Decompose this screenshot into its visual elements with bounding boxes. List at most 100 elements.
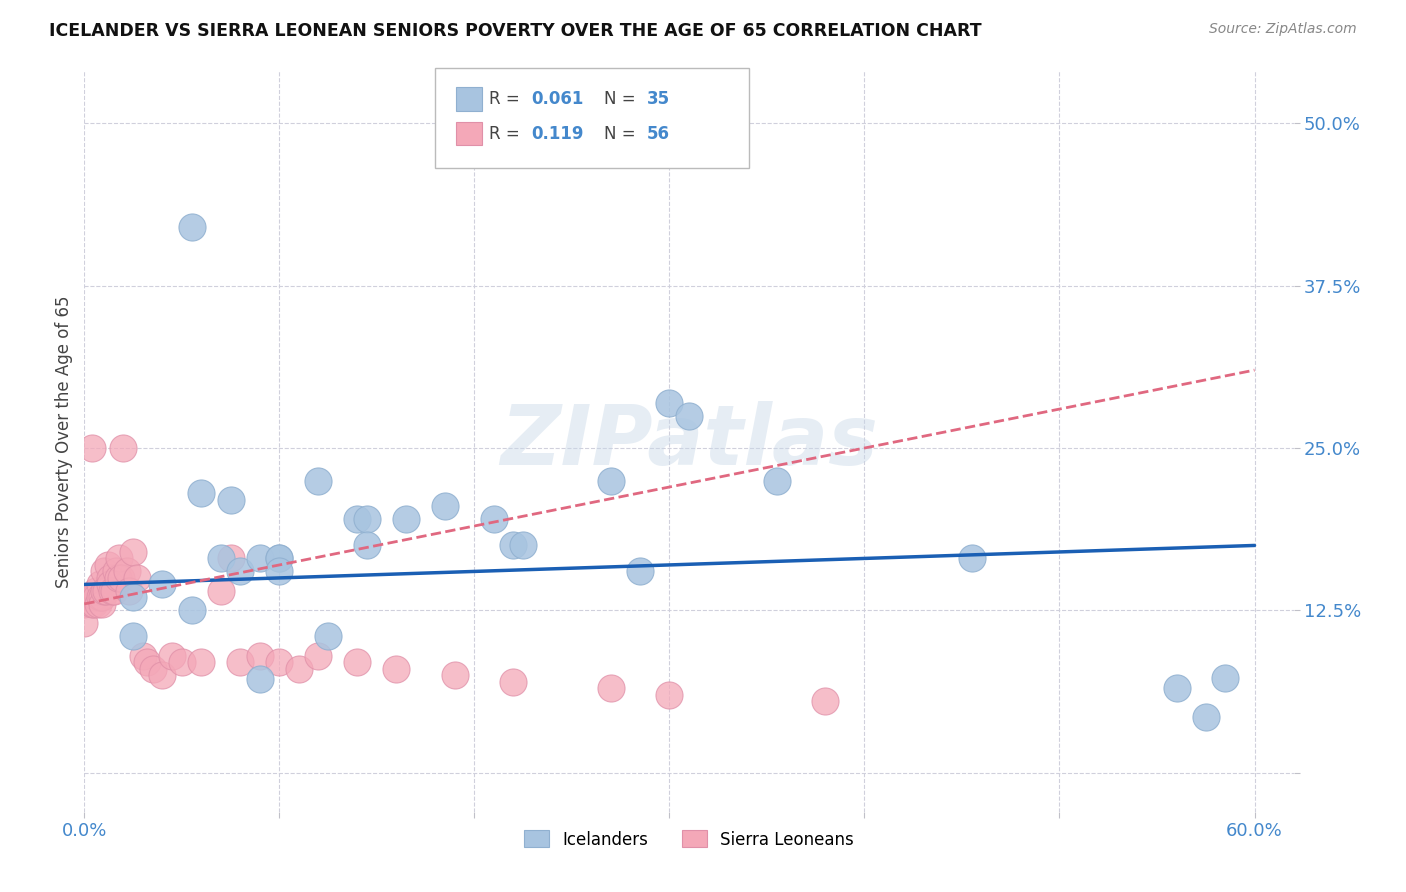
Point xyxy=(960,551,983,566)
Point xyxy=(385,662,408,676)
Point xyxy=(90,597,112,611)
Point xyxy=(229,565,252,579)
Text: N =: N = xyxy=(605,90,641,108)
Point xyxy=(125,571,148,585)
Point xyxy=(142,662,165,676)
Point xyxy=(249,672,271,686)
Point xyxy=(160,648,183,663)
Point xyxy=(107,571,129,585)
Text: 0.061: 0.061 xyxy=(531,90,583,108)
Text: R =: R = xyxy=(489,90,526,108)
Point xyxy=(249,648,271,663)
Point xyxy=(100,583,122,598)
FancyBboxPatch shape xyxy=(456,87,482,111)
Point xyxy=(112,441,135,455)
Point xyxy=(82,597,104,611)
Point xyxy=(229,656,252,670)
Point xyxy=(190,656,212,670)
Point xyxy=(356,512,378,526)
FancyBboxPatch shape xyxy=(434,68,749,168)
Point xyxy=(122,629,145,643)
Y-axis label: Seniors Poverty Over the Age of 65: Seniors Poverty Over the Age of 65 xyxy=(55,295,73,588)
Point xyxy=(269,565,291,579)
Point xyxy=(87,597,110,611)
Point xyxy=(765,474,787,488)
Point xyxy=(73,597,96,611)
Point xyxy=(97,558,120,572)
Point xyxy=(209,551,232,566)
Point xyxy=(117,565,139,579)
Point xyxy=(395,512,418,526)
Point xyxy=(104,565,127,579)
Text: ICELANDER VS SIERRA LEONEAN SENIORS POVERTY OVER THE AGE OF 65 CORRELATION CHART: ICELANDER VS SIERRA LEONEAN SENIORS POVE… xyxy=(49,22,981,40)
Text: N =: N = xyxy=(605,125,641,143)
Point xyxy=(89,577,111,591)
Point xyxy=(658,688,681,702)
Point xyxy=(307,474,329,488)
Point xyxy=(82,441,104,455)
Text: R =: R = xyxy=(489,125,526,143)
Point xyxy=(219,493,242,508)
Text: ZIPatlas: ZIPatlas xyxy=(501,401,877,482)
Point xyxy=(98,571,121,585)
Point xyxy=(73,591,96,605)
Point xyxy=(1213,671,1236,685)
Point xyxy=(346,512,368,526)
Point xyxy=(600,474,623,488)
Text: 0.119: 0.119 xyxy=(531,125,585,143)
Point xyxy=(83,591,105,605)
Point xyxy=(150,668,173,682)
Point xyxy=(84,583,107,598)
Point xyxy=(180,603,202,617)
Point xyxy=(122,591,145,605)
Point xyxy=(307,648,329,663)
Point xyxy=(103,583,125,598)
Point xyxy=(628,565,651,579)
Point xyxy=(94,583,117,598)
Point xyxy=(678,409,700,423)
Point xyxy=(814,694,837,708)
Point xyxy=(79,591,101,605)
Point xyxy=(110,571,132,585)
Text: Source: ZipAtlas.com: Source: ZipAtlas.com xyxy=(1209,22,1357,37)
Point xyxy=(150,577,173,591)
Point xyxy=(288,662,311,676)
Point xyxy=(209,583,232,598)
Point xyxy=(249,551,271,566)
Point xyxy=(600,681,623,696)
Legend: Icelanders, Sierra Leoneans: Icelanders, Sierra Leoneans xyxy=(517,823,860,855)
Point xyxy=(93,565,115,579)
Point xyxy=(1195,710,1218,724)
Point xyxy=(73,616,96,631)
Point xyxy=(90,591,112,605)
Point xyxy=(122,545,145,559)
Point xyxy=(658,395,681,409)
Text: 35: 35 xyxy=(647,90,669,108)
Point xyxy=(444,668,467,682)
FancyBboxPatch shape xyxy=(456,121,482,145)
Point xyxy=(356,538,378,552)
Point xyxy=(118,583,141,598)
Point xyxy=(316,629,339,643)
Point xyxy=(180,220,202,235)
Point xyxy=(482,512,505,526)
Point xyxy=(190,486,212,500)
Point xyxy=(346,656,368,670)
Point xyxy=(108,551,131,566)
Point xyxy=(135,656,157,670)
Point xyxy=(219,551,242,566)
Point xyxy=(89,591,111,605)
Point xyxy=(269,551,291,566)
Point xyxy=(83,597,105,611)
Point xyxy=(84,591,107,605)
Point xyxy=(512,538,534,552)
Point xyxy=(170,656,193,670)
Text: 56: 56 xyxy=(647,125,669,143)
Point xyxy=(1166,681,1188,696)
Point xyxy=(93,583,115,598)
Point xyxy=(502,674,524,689)
Point xyxy=(132,648,155,663)
Point xyxy=(269,656,291,670)
Point xyxy=(98,577,121,591)
Point xyxy=(434,500,457,514)
